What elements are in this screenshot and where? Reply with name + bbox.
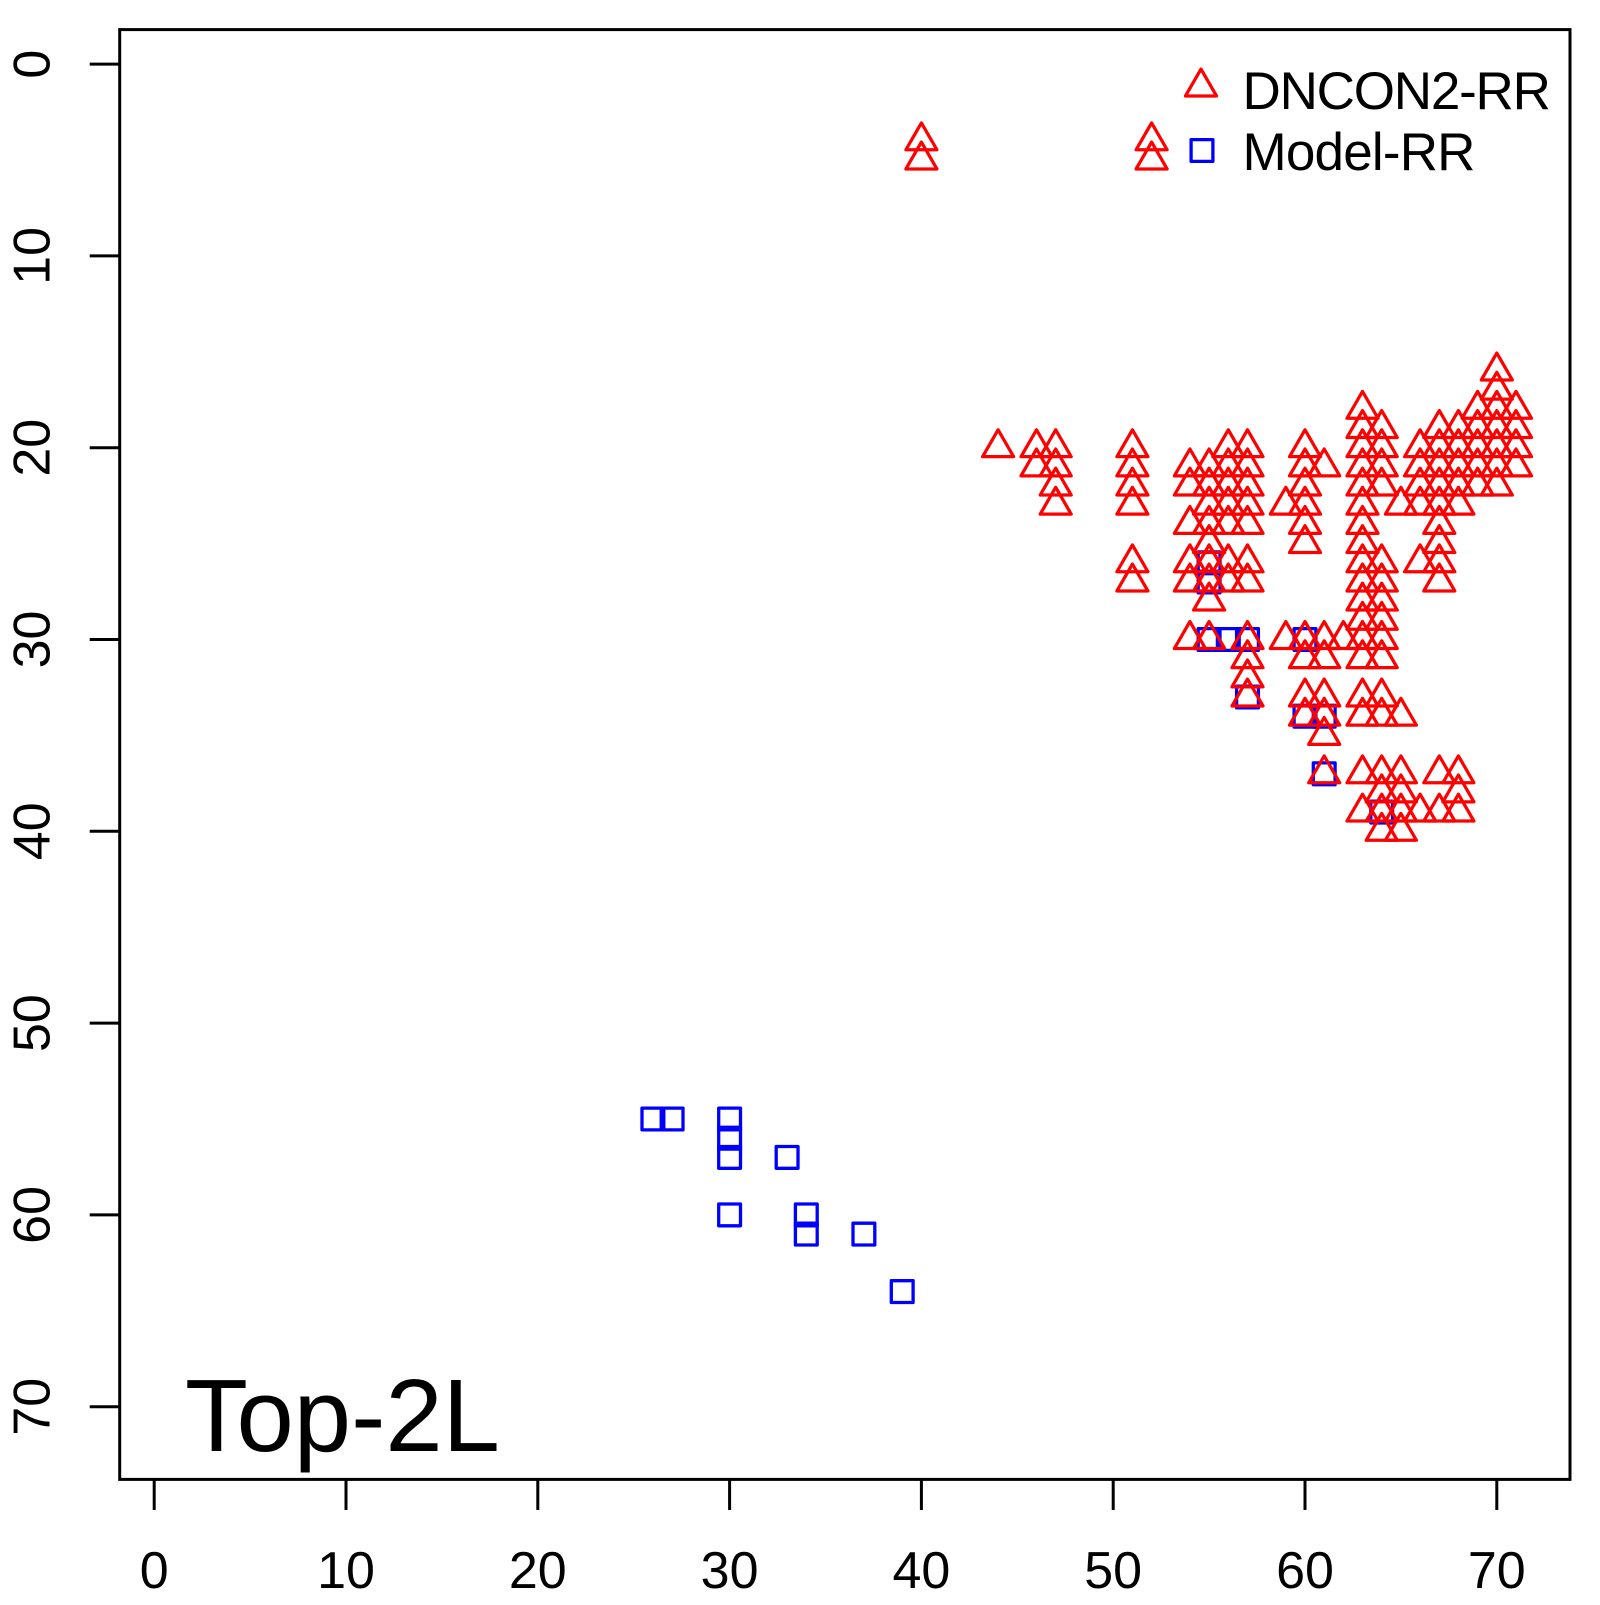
svg-text:Model-RR: Model-RR xyxy=(1243,123,1475,182)
svg-text:50: 50 xyxy=(4,994,62,1052)
svg-text:70: 70 xyxy=(1468,1542,1526,1600)
svg-text:0: 0 xyxy=(4,50,62,79)
svg-text:0: 0 xyxy=(140,1542,169,1600)
svg-text:40: 40 xyxy=(892,1542,950,1600)
svg-text:40: 40 xyxy=(4,802,62,860)
svg-text:70: 70 xyxy=(4,1378,62,1436)
svg-text:30: 30 xyxy=(701,1542,759,1600)
svg-text:60: 60 xyxy=(1276,1542,1334,1600)
svg-text:20: 20 xyxy=(4,419,62,477)
svg-text:10: 10 xyxy=(4,227,62,285)
svg-text:30: 30 xyxy=(4,611,62,669)
svg-text:Top-2L: Top-2L xyxy=(185,1358,500,1473)
svg-text:DNCON2-RR: DNCON2-RR xyxy=(1243,62,1550,121)
svg-text:60: 60 xyxy=(4,1186,62,1244)
svg-text:10: 10 xyxy=(317,1542,375,1600)
svg-text:50: 50 xyxy=(1084,1542,1142,1600)
svg-text:20: 20 xyxy=(509,1542,567,1600)
